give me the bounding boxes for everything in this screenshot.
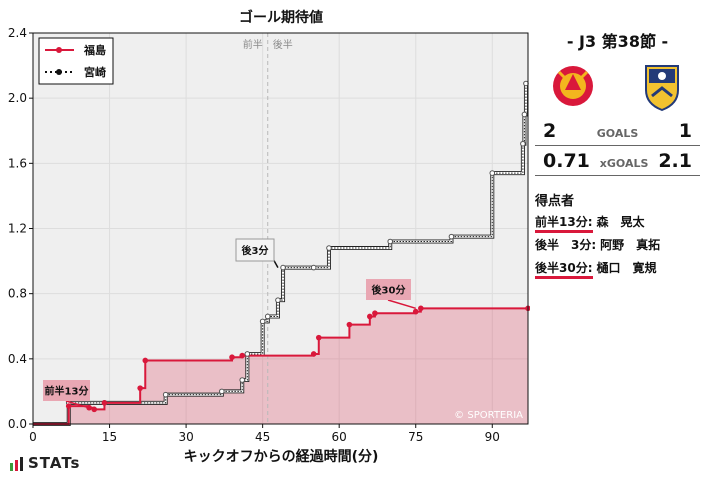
goal-annotation-box — [43, 380, 90, 401]
x-tick-label: 0 — [29, 430, 37, 444]
data-point-away — [310, 264, 317, 271]
data-point-home — [65, 403, 72, 409]
stats-wordmark: STATs — [28, 454, 81, 472]
xg-row: 0.71 xGOALS 2.1 — [535, 150, 700, 176]
team-logos — [535, 60, 700, 112]
legend-label-away: 宮崎 — [84, 65, 106, 79]
stats-bars-icon — [10, 457, 23, 471]
legend-box — [38, 37, 114, 85]
data-point-away — [489, 170, 496, 176]
goal-annotation-label: 後30分 — [372, 284, 406, 297]
data-point-home — [372, 310, 378, 317]
halftime-second-label: 後半 — [273, 38, 293, 51]
data-point-away — [162, 391, 169, 398]
data-point-home — [137, 385, 143, 391]
data-point-home — [315, 334, 322, 341]
data-point-away — [259, 318, 266, 325]
y-tick-label: 2.0 — [8, 91, 27, 105]
series-area-home — [33, 308, 528, 424]
series-line-away-dots — [33, 83, 527, 425]
x-tick-label: 90 — [485, 430, 500, 444]
data-point-away — [280, 264, 286, 271]
data-point-away — [326, 245, 332, 251]
match-panel: - J3 第38節 - 2 GOALS 1 0.71 xGOALS 2.1 得点… — [535, 28, 700, 281]
home-goals: 2 — [543, 120, 557, 142]
halftime-first-label: 前半 — [243, 38, 263, 51]
data-point-home — [229, 354, 235, 361]
data-point-home — [142, 357, 149, 364]
y-tick-label: 1.2 — [8, 222, 27, 236]
goal-annotation-box — [235, 238, 275, 262]
data-point-away — [387, 238, 394, 245]
data-point-away — [448, 233, 455, 240]
x-tick-label: 30 — [178, 430, 193, 444]
data-point-away — [219, 388, 225, 395]
x-tick-label: 15 — [102, 430, 117, 444]
x-tick-label: 45 — [255, 430, 270, 444]
legend-marker-home — [56, 47, 62, 53]
y-tick-label: 0.8 — [8, 287, 27, 301]
away-xg: 2.1 — [658, 150, 692, 172]
data-point-home — [310, 351, 317, 357]
home-xg: 0.71 — [543, 150, 590, 172]
data-point-away — [275, 297, 281, 303]
data-point-home — [367, 313, 373, 320]
scorer-time: 後半30分: — [535, 261, 593, 279]
data-point-away — [244, 351, 251, 357]
x-axis-label: キックオフからの経過時間(分) — [184, 448, 379, 465]
away-goals: 1 — [678, 120, 692, 142]
goals-row: 2 GOALS 1 — [535, 118, 700, 146]
y-tick-label: 1.6 — [8, 156, 27, 170]
scorer-list: 前半13分: 森 晃太 後半 3分: 阿野 真拓 後半30分: 樋口 寛規 — [535, 212, 700, 281]
away-crest-icon — [645, 65, 679, 112]
y-tick-label: 2.4 — [8, 26, 27, 40]
stats-brand-logo: STATs — [10, 456, 80, 471]
y-tick-label: 0.0 — [8, 417, 27, 431]
scorer-name: 樋口 寛規 — [596, 261, 657, 275]
data-point-home — [412, 308, 419, 315]
scorer-name: 森 晃太 — [596, 215, 645, 229]
legend-label-home: 福島 — [83, 43, 106, 57]
data-point-home — [91, 406, 98, 413]
goal-annotation-pointer — [65, 400, 95, 411]
data-point-home — [239, 352, 246, 359]
scorer-name: 阿野 真拓 — [600, 238, 661, 252]
goal-annotation-label: 前半13分 — [45, 385, 89, 398]
goal-annotation-pointer — [387, 299, 416, 310]
data-point-home — [101, 400, 108, 406]
data-point-away — [264, 313, 271, 320]
watermark: © SPORTERIA — [454, 410, 523, 421]
chart-title: ゴール期待値 — [239, 9, 323, 26]
goal-annotation-label: 後3分 — [242, 244, 269, 257]
data-point-home — [418, 305, 424, 312]
match-title: - J3 第38節 - — [566, 32, 669, 51]
legend-marker-away — [56, 69, 62, 75]
data-point-away — [521, 111, 528, 118]
data-point-home — [346, 321, 353, 328]
scorer-time: 前半13分: — [535, 215, 593, 233]
home-crest-icon — [553, 66, 593, 106]
scorer-item: 後半30分: 樋口 寛規 — [535, 258, 700, 281]
xg-label: xGOALS — [599, 157, 649, 170]
data-point-away — [520, 140, 526, 147]
scorer-time: 後半 3分: — [535, 238, 597, 252]
scorer-item: 後半 3分: 阿野 真拓 — [535, 235, 700, 258]
scorers-title: 得点者 — [535, 194, 575, 209]
data-point-away — [239, 377, 246, 383]
x-tick-label: 75 — [408, 430, 423, 444]
y-tick-label: 0.4 — [8, 352, 27, 366]
goals-label: GOALS — [596, 127, 639, 140]
x-tick-label: 60 — [332, 430, 347, 444]
scorer-item: 前半13分: 森 晃太 — [535, 212, 700, 235]
goal-annotation-box — [366, 279, 411, 300]
